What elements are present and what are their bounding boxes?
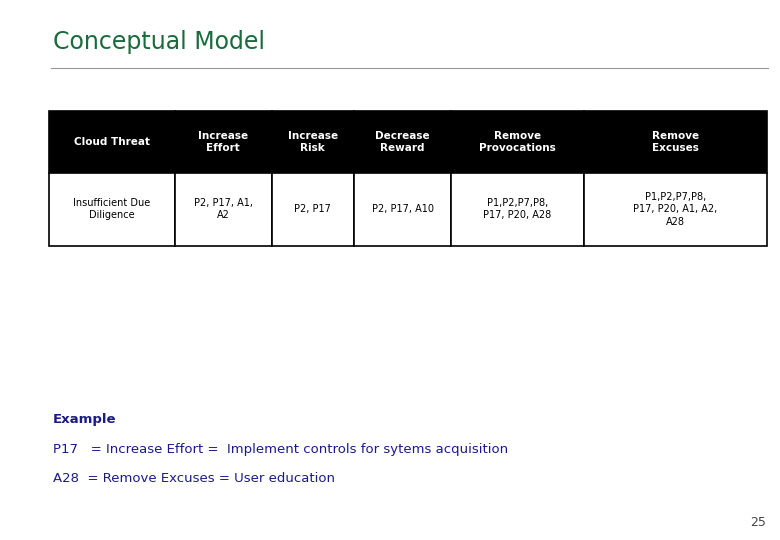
Text: Increase
Effort: Increase Effort <box>198 131 248 153</box>
Bar <box>271 173 354 246</box>
Text: Conceptual Model: Conceptual Model <box>53 30 265 53</box>
Bar <box>451 173 583 246</box>
Text: Cloud Threat: Cloud Threat <box>74 137 150 147</box>
Text: Increase
Risk: Increase Risk <box>288 131 338 153</box>
Text: Insufficient Due
Diligence: Insufficient Due Diligence <box>73 198 151 220</box>
Bar <box>49 111 175 173</box>
Bar <box>583 111 767 173</box>
Bar <box>354 111 451 173</box>
Text: A28  = Remove Excuses = User education: A28 = Remove Excuses = User education <box>53 472 335 485</box>
Text: P1,P2,P7,P8,
P17, P20, A28: P1,P2,P7,P8, P17, P20, A28 <box>484 198 551 220</box>
Text: P2, P17, A1,
A2: P2, P17, A1, A2 <box>193 198 253 220</box>
Bar <box>271 111 354 173</box>
Text: P2, P17, A10: P2, P17, A10 <box>371 204 434 214</box>
Text: Decrease
Reward: Decrease Reward <box>375 131 430 153</box>
Bar <box>583 173 767 246</box>
Bar <box>354 173 451 246</box>
Text: 25: 25 <box>750 516 766 529</box>
Bar <box>175 111 271 173</box>
Bar <box>175 173 271 246</box>
Text: Remove
Provocations: Remove Provocations <box>479 131 555 153</box>
Text: P17   = Increase Effort =  Implement controls for sytems acquisition: P17 = Increase Effort = Implement contro… <box>53 443 508 456</box>
Text: P1,P2,P7,P8,
P17, P20, A1, A2,
A28: P1,P2,P7,P8, P17, P20, A1, A2, A28 <box>633 192 718 227</box>
Text: P2, P17: P2, P17 <box>294 204 332 214</box>
Bar <box>451 111 583 173</box>
Text: Example: Example <box>53 413 116 426</box>
Bar <box>49 173 175 246</box>
Text: Remove
Excuses: Remove Excuses <box>651 131 699 153</box>
